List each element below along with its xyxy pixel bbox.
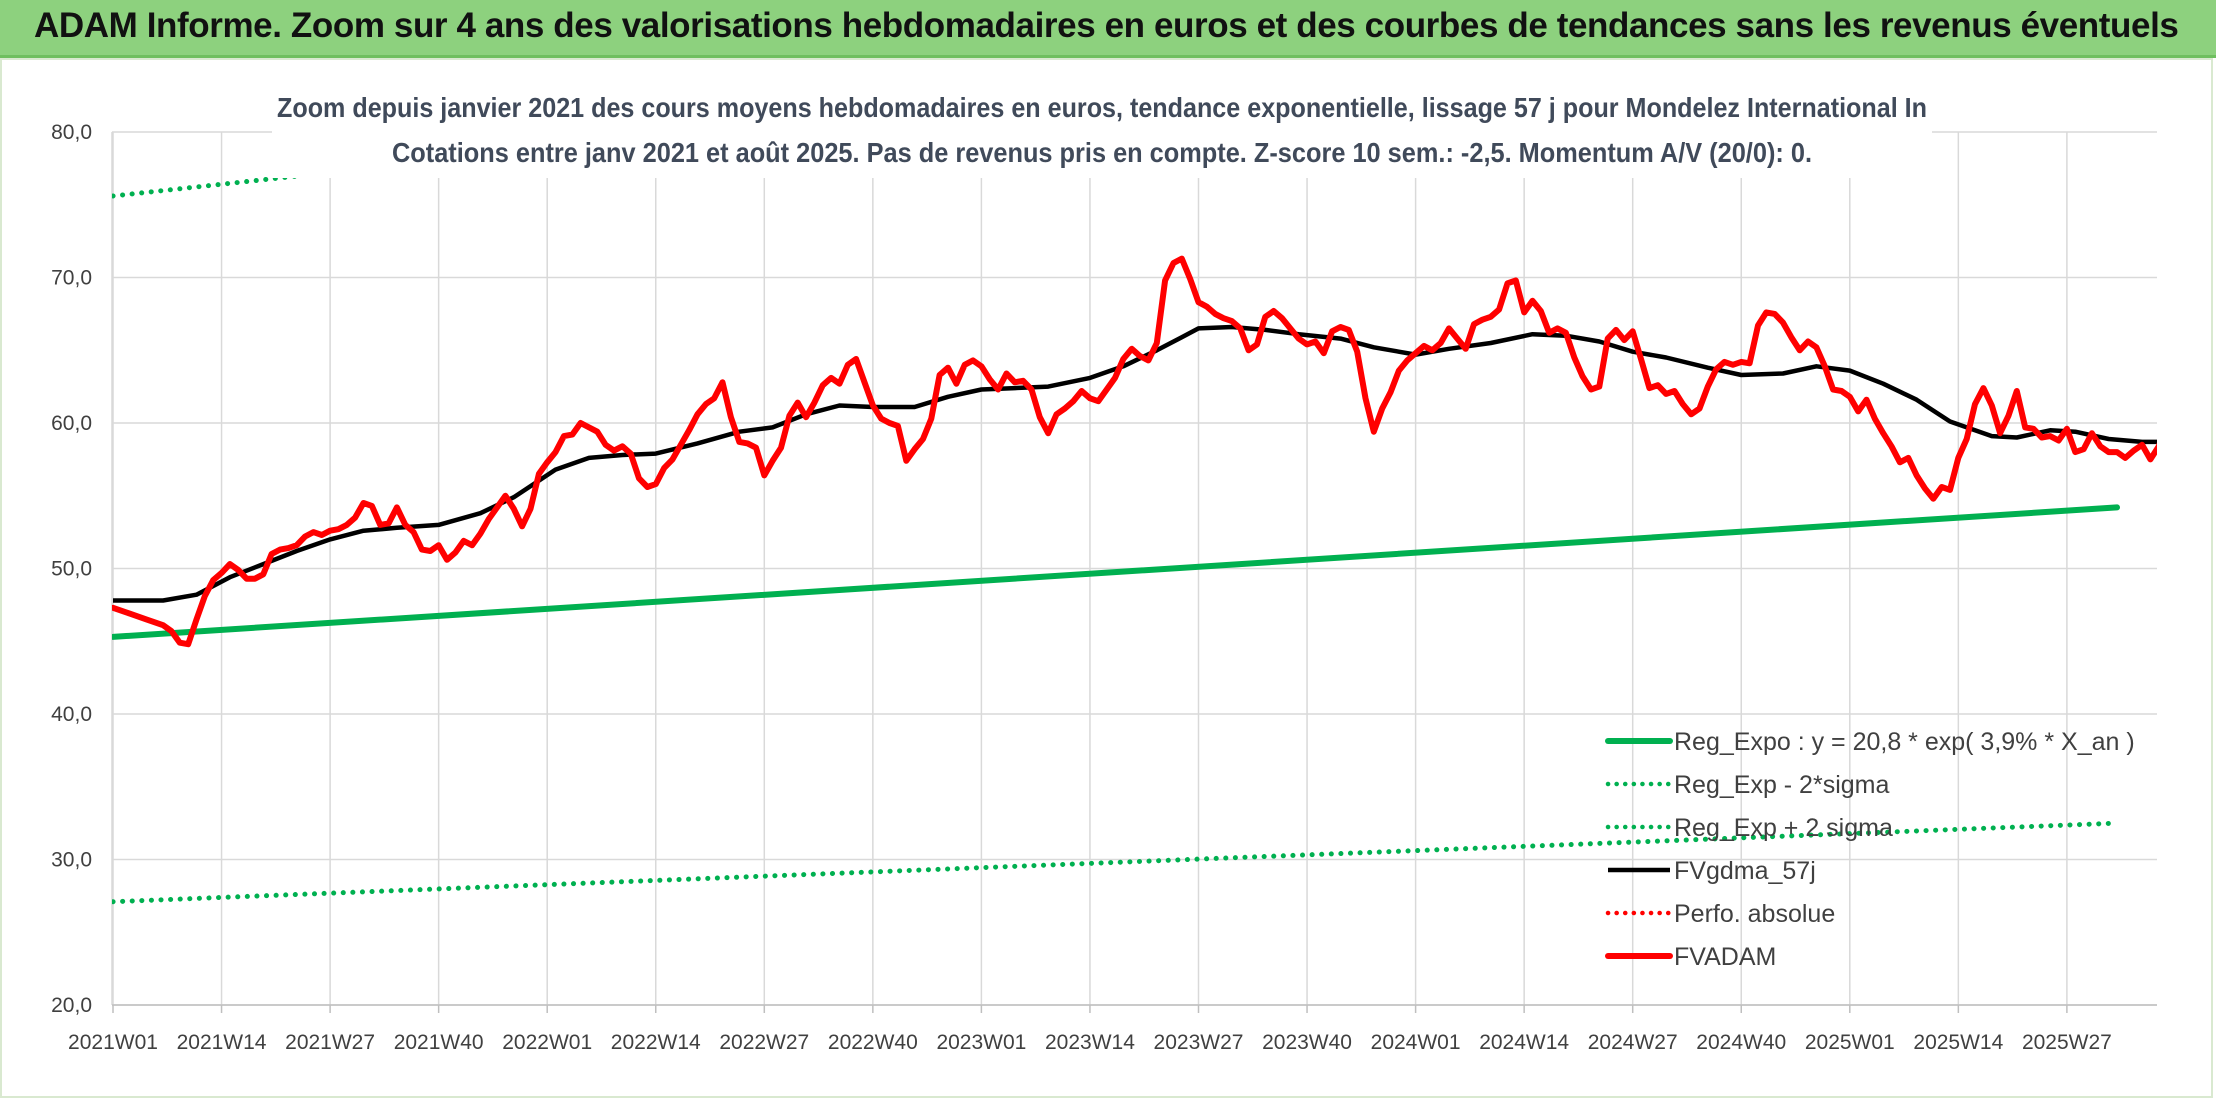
x-tick-label: 2024W14 <box>1479 1031 1569 1054</box>
legend-box <box>1595 718 2135 978</box>
legend-label: Perfo. absolue <box>1674 900 1835 928</box>
y-tick-label: 20,0 <box>51 994 92 1017</box>
x-tick-label: 2024W27 <box>1588 1031 1678 1054</box>
y-tick-label: 50,0 <box>51 558 92 581</box>
title-background <box>272 82 1932 178</box>
x-tick-label: 2025W27 <box>2022 1031 2112 1054</box>
legend-label: Reg_Exp - 2*sigma <box>1674 771 1889 799</box>
legend-label: Reg_Expo : y = 20,8 * exp( 3,9% * X_an ) <box>1674 728 2135 756</box>
x-tick-label: 2023W01 <box>936 1031 1026 1054</box>
series-line-1 <box>112 820 2120 905</box>
series-line-0 <box>112 504 2120 640</box>
x-tick-label: 2024W40 <box>1696 1031 1786 1054</box>
x-tick-label: 2023W14 <box>1045 1031 1135 1054</box>
x-tick-label: 2022W01 <box>502 1031 592 1054</box>
legend-label: FVgdma_57j <box>1674 857 1816 885</box>
x-tick-label: 2021W01 <box>68 1031 158 1054</box>
x-tick-label: 2023W27 <box>1154 1031 1244 1054</box>
x-tick-label: 2022W14 <box>611 1031 701 1054</box>
x-axis: 2021W01 2021W14 2021W27 2021W40 2022W01 2022W… <box>68 1004 2157 1054</box>
series-line-5 <box>112 255 2157 648</box>
chart-title: Zoom depuis janvier 2021 des cours moyen… <box>277 92 1927 123</box>
chart-frame <box>0 58 2213 1098</box>
y-tick-label: 60,0 <box>51 412 92 435</box>
y-axis: 80,0 70,0 60,0 50,0 40,0 30,0 20,0 <box>51 121 113 1017</box>
chart-legend: Reg_Expo : y = 20,8 * exp( 3,9% * X_an )… <box>1595 718 2135 978</box>
x-tick-label: 2021W27 <box>285 1031 375 1054</box>
series-line-3 <box>113 324 2157 603</box>
x-tick-label: 2022W40 <box>828 1031 918 1054</box>
legend-label: Reg_Exp + 2 sigma <box>1674 814 1893 842</box>
legend-label: FVADAM <box>1674 943 1776 971</box>
report-header: ADAM Informe. Zoom sur 4 ans des valoris… <box>0 0 2216 58</box>
x-tick-label: 2025W01 <box>1805 1031 1895 1054</box>
x-tick-label: 2021W14 <box>177 1031 267 1054</box>
y-tick-label: 80,0 <box>51 121 92 144</box>
y-tick-label: 40,0 <box>51 703 92 726</box>
x-tick-label: 2025W14 <box>1913 1031 2003 1054</box>
x-tick-label: 2021W40 <box>394 1031 484 1054</box>
y-tick-label: 30,0 <box>51 849 92 872</box>
chart-subtitle: Cotations entre janv 2021 et août 2025. … <box>392 137 1812 168</box>
x-tick-label: 2022W27 <box>719 1031 809 1054</box>
report-title: ADAM Informe. Zoom sur 4 ans des valoris… <box>34 6 2179 45</box>
y-tick-label: 70,0 <box>51 267 92 290</box>
x-tick-label: 2024W01 <box>1371 1031 1461 1054</box>
x-tick-label: 2023W40 <box>1262 1031 1352 1054</box>
